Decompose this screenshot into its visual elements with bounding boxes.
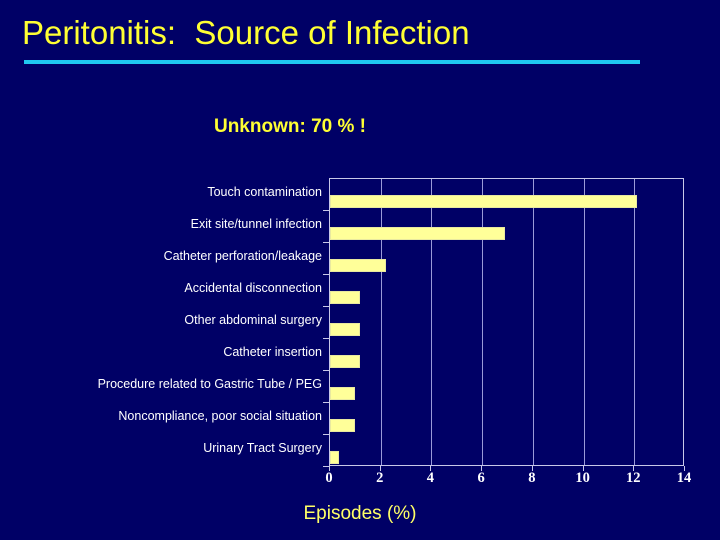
bar (330, 387, 356, 400)
y-axis-tick (323, 274, 329, 275)
category-label: Noncompliance, poor social situation (118, 409, 322, 424)
plot-area (329, 178, 684, 466)
x-axis-tick-label: 8 (528, 470, 536, 486)
y-axis-tick (323, 242, 329, 243)
bar (330, 291, 361, 304)
x-axis-tick-label: 14 (676, 470, 692, 486)
gridline (634, 179, 636, 465)
bar (330, 323, 361, 336)
y-axis-tick (323, 466, 329, 467)
x-axis-tick (329, 466, 330, 471)
gridline (583, 179, 585, 465)
x-axis-tick-label: 2 (376, 470, 384, 486)
y-axis-tick (323, 434, 329, 435)
category-label: Exit site/tunnel infection (190, 217, 322, 232)
x-axis-tick-label: 6 (477, 470, 485, 486)
x-axis-tick-label: 12 (626, 470, 641, 486)
gridline (431, 179, 433, 465)
x-axis-tick (531, 466, 533, 471)
x-axis-tick (430, 466, 432, 471)
x-axis-title: Episodes (%) (303, 503, 417, 524)
y-axis-tick (323, 338, 329, 339)
x-axis-tick (684, 466, 685, 471)
x-axis-tick (481, 466, 483, 471)
y-axis-tick (323, 306, 329, 307)
page-title: Peritonitis: Source of Infection (22, 14, 470, 51)
bar (330, 259, 386, 272)
x-axis-tick (582, 466, 584, 471)
category-label: Accidental disconnection (184, 281, 322, 296)
category-axis-labels: Touch contamination Exit site/tunnel infe… (0, 178, 322, 466)
category-label: Touch contamination (207, 185, 322, 200)
x-axis-tick (633, 466, 635, 471)
category-label: Catheter perforation/leakage (163, 249, 322, 264)
bar (330, 419, 356, 432)
gridline (482, 179, 484, 465)
gridline (532, 179, 534, 465)
x-axis-tick (379, 466, 381, 471)
x-axis-tick-label: 4 (426, 470, 435, 486)
title-divider (24, 60, 640, 64)
category-label: Procedure related to Gastric Tube / PEG (97, 377, 322, 392)
bar (330, 355, 361, 368)
gridline (380, 179, 382, 465)
category-label: Urinary Tract Surgery (203, 441, 322, 456)
category-label: Catheter insertion (223, 345, 322, 360)
y-axis-tick (323, 210, 329, 211)
category-label: Other abdominal surgery (184, 313, 322, 328)
bar (330, 195, 637, 208)
chart-subtitle: Unknown: 70 % ! (213, 116, 366, 137)
y-axis-tick (323, 402, 329, 403)
y-axis-tick (323, 370, 329, 371)
x-axis-tick-label: 10 (575, 470, 590, 486)
bar (330, 227, 505, 240)
bar (330, 451, 339, 464)
x-axis-tick-label: 0 (325, 470, 333, 486)
